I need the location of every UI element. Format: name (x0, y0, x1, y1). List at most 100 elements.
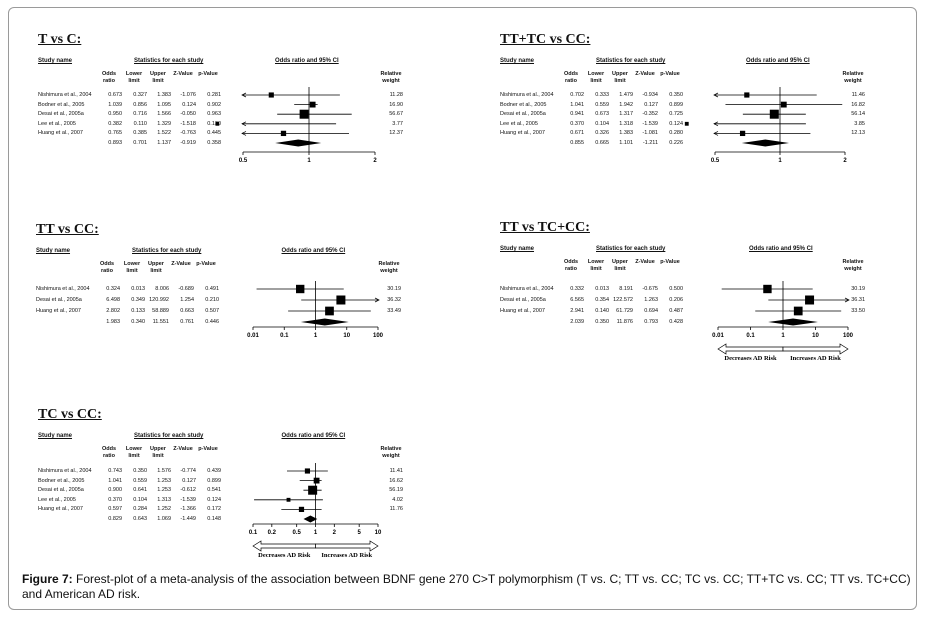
statistics-header: Statistics for each study (132, 248, 202, 254)
stat-z: 0.124 (182, 101, 196, 108)
odds-ratio-ci-header: Odds ratio and 95% CI (746, 58, 810, 64)
stat-p: 0.172 (207, 506, 221, 513)
stat-p: 0.350 (669, 92, 683, 98)
stat-lower: 0.559 (133, 477, 147, 484)
relative-weight: 11.76 (389, 506, 403, 513)
study-name: Huang et al., 2007 (500, 130, 545, 137)
study-name: Desai et al., 2005a (500, 297, 546, 303)
stat-or: 0.324 (106, 286, 120, 292)
stat-lower: 0.013 (131, 286, 145, 292)
forest-plot-svg: 0.01 0.1 1 10 100 (247, 281, 384, 339)
stat-z: -1.211 (642, 140, 658, 146)
column-header: Upper limit (150, 71, 166, 84)
relative-weight: 3.85 (854, 120, 865, 127)
stat-lower: 0.673 (595, 111, 609, 118)
stat-upper: 1.253 (157, 477, 171, 484)
column-header: Odds ratio (101, 71, 117, 84)
stat-p: 0.226 (669, 140, 683, 146)
relative-weight: 3.77 (392, 120, 403, 127)
stat-p: 0.487 (669, 308, 683, 314)
study-name-header: Study name (500, 246, 535, 252)
stat-p: 0.210 (205, 297, 219, 303)
point-estimate-square (299, 109, 309, 119)
column-header: Odds ratio (563, 259, 579, 272)
stat-p: 0.491 (205, 286, 219, 292)
ci-clip-arrow (713, 131, 719, 136)
stat-or: 0.855 (570, 140, 584, 146)
stat-z: 1.254 (180, 297, 194, 303)
stat-or: 0.370 (570, 120, 584, 127)
stat-or: 2.941 (570, 308, 584, 314)
column-header: Lower limit (125, 446, 143, 459)
x-tick-label: 0.1 (249, 530, 258, 536)
stat-lower: 0.013 (595, 286, 609, 292)
stat-upper: 1.383 (619, 130, 633, 137)
stat-lower: 0.641 (133, 487, 147, 494)
stat-z: -0.612 (180, 487, 196, 494)
stat-upper: 1.317 (619, 111, 633, 118)
relative-weight: 16.90 (389, 101, 403, 108)
stat-upper: 11.551 (152, 319, 169, 325)
stat-lower: 0.104 (595, 120, 609, 127)
stat-or: 0.900 (108, 487, 122, 494)
relative-weight: 12.37 (389, 130, 403, 137)
study-name-header: Study name (36, 248, 71, 254)
study-name: Lee et al., 2005 (38, 496, 76, 503)
study-name: Bodner et al., 2005 (500, 101, 547, 108)
x-tick-label: 2 (373, 158, 377, 164)
relative-weight: 56.67 (389, 111, 403, 118)
stat-lower: 0.133 (131, 308, 145, 314)
stat-upper: 1.313 (157, 496, 171, 503)
stat-lower: 0.327 (133, 92, 147, 98)
stat-lower: 0.350 (133, 468, 147, 474)
stat-or: 1.041 (570, 101, 584, 108)
point-estimate-square (744, 92, 750, 98)
stat-upper: 1.566 (157, 111, 171, 118)
point-estimate-square (309, 101, 316, 108)
study-name: Nishimura et al., 2004 (38, 468, 92, 474)
point-estimate-square (304, 468, 311, 474)
column-header: Z-Value (173, 71, 193, 77)
column-header: Z-Value (635, 259, 655, 265)
relative-weight: 16.62 (389, 477, 403, 484)
x-tick-label: 1 (314, 530, 318, 536)
x-tick-label: 0.5 (711, 158, 720, 164)
ci-clip-arrow (241, 92, 247, 98)
stat-z: 0.663 (180, 308, 194, 314)
increases-risk-label: Increases AD Risk (321, 552, 372, 559)
column-header: Lower limit (587, 71, 605, 84)
stat-lower: 0.385 (133, 130, 147, 137)
point-estimate-square (769, 109, 779, 119)
caption-text: Forest-plot of a meta-analysis of the as… (22, 572, 911, 601)
stat-p: 0.500 (669, 286, 683, 292)
x-tick-label: 10 (812, 333, 819, 339)
stat-upper: 1.318 (619, 120, 633, 127)
x-tick-label: 1 (307, 158, 311, 164)
stat-lower: 0.104 (133, 496, 147, 503)
relative-weight: 36.31 (851, 297, 865, 303)
column-header: Upper limit (612, 259, 628, 272)
relative-weight-header: Relative weight (380, 71, 402, 84)
increases-risk-arrow (315, 540, 379, 552)
x-tick-label: 2 (333, 530, 337, 536)
stat-upper: 1.137 (157, 140, 171, 146)
stat-upper: 1.252 (157, 506, 171, 513)
stat-upper: 8.191 (619, 286, 633, 292)
x-tick-label: 10 (375, 530, 382, 536)
column-header: Lower limit (123, 261, 141, 274)
column-header: Lower limit (587, 259, 605, 272)
stat-upper: 8.006 (155, 286, 169, 292)
ci-clip-arrow (241, 121, 247, 127)
stat-upper: 58.889 (152, 308, 169, 314)
relative-weight: 33.50 (851, 308, 865, 314)
relative-weight: 11.28 (389, 92, 403, 98)
forest-panel-2: TT+TC vs CC: Study name Statistics for eac… (500, 32, 931, 212)
study-name: Bodner et al., 2005 (38, 477, 85, 484)
study-name-header: Study name (500, 58, 535, 64)
increases-risk-arrow (782, 343, 849, 355)
stat-or: 0.671 (570, 130, 584, 137)
study-name: Huang et al., 2007 (38, 130, 83, 137)
stat-p: 0.963 (207, 111, 221, 118)
stat-upper: 1.576 (157, 468, 171, 474)
stat-or: 0.950 (108, 111, 122, 118)
